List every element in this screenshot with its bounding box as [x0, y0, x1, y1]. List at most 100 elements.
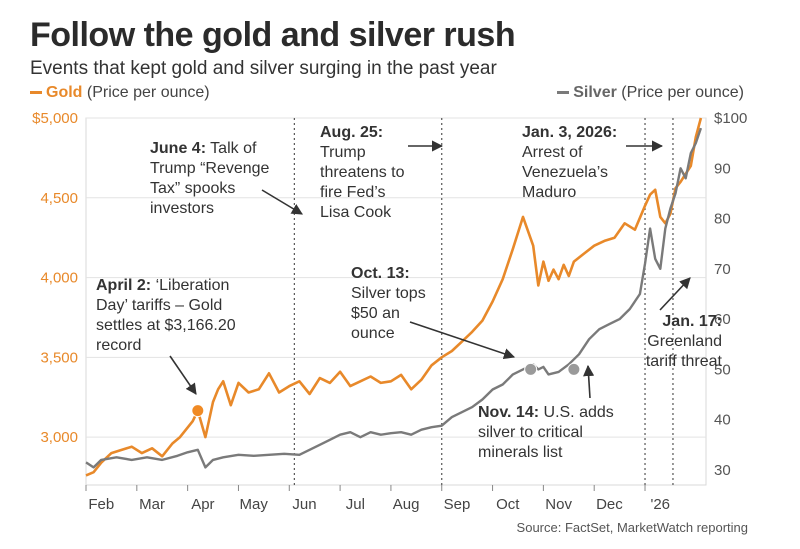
annotation-date: Aug. 25: [320, 124, 383, 141]
annotation-line: $50 an [351, 305, 400, 322]
y-left-tick-label: $5,000 [32, 110, 78, 127]
annotation-1: June 4: Talk of Trump “Revenge Tax” spooks… [150, 140, 270, 217]
annotation-line: settles at $3,166.20 [96, 317, 236, 334]
annotation-date: Jan. 3, 2026: [522, 124, 617, 141]
annotation-text: Tax” spooks [150, 180, 235, 197]
x-tick-label: Dec [596, 496, 623, 513]
annotation-line: Aug. 25: [320, 124, 383, 141]
y-right-tick-label: 60 [714, 311, 731, 328]
annotation-line: Maduro [522, 184, 576, 201]
legend-gold: Gold (Price per ounce) [30, 84, 210, 102]
annotation-3: Jan. 3, 2026: Arrest of Venezuela’s Maduro [522, 124, 617, 201]
series-line-silver [85, 127, 703, 469]
annotation-line: Arrest of [522, 144, 583, 161]
x-tick-label: Sep [444, 496, 471, 513]
annotation-line: Greenland [647, 333, 722, 350]
legend-silver-swatch [557, 91, 570, 95]
y-left-tick-label: 3,500 [40, 349, 78, 366]
annotation-line: Trump [320, 144, 366, 161]
annotation-date: Jan. 17: [662, 313, 722, 330]
annotation-text: U.S. adds [539, 404, 614, 421]
annotation-date: Oct. 13: [351, 265, 410, 282]
annotation-date: June 4: [150, 140, 206, 157]
annotation-text: Trump [320, 144, 366, 161]
marker-gold [191, 404, 205, 418]
annotation-text: settles at $3,166.20 [96, 317, 236, 334]
annotation-6: Jan. 17: Greenland tariff threat [646, 313, 723, 370]
annotation-4: April 2: ‘Liberation Day’ tariffs – Gold s… [96, 277, 236, 354]
annotation-line: threatens to [320, 164, 405, 181]
y-right-tick-label: 40 [714, 412, 731, 429]
annotation-line: silver to critical [478, 424, 583, 441]
series-line-gold [85, 117, 703, 477]
legend-gold-name: Gold [46, 84, 83, 101]
x-tick-label: Apr [191, 496, 214, 513]
y-left-tick-label: 4,500 [40, 190, 78, 207]
annotation-line: fire Fed’s [320, 184, 386, 201]
annotation-line: ounce [351, 325, 395, 342]
annotation-line: Nov. 14: U.S. adds [478, 404, 614, 421]
annotation-text: Venezuela’s [522, 164, 608, 181]
legend-silver: Silver (Price per ounce) [557, 84, 744, 102]
annotation-text: fire Fed’s [320, 184, 386, 201]
annotation-arrow [659, 277, 691, 311]
annotation-text: Lisa Cook [320, 204, 392, 221]
annotation-arrow [261, 189, 303, 215]
y-right-tick-label: 90 [714, 160, 731, 177]
annotation-text: Talk of [206, 140, 257, 157]
x-tick-label: Jun [292, 496, 316, 513]
annotation-text: threatens to [320, 164, 405, 181]
annotation-text: Day’ tariffs – Gold [96, 297, 222, 314]
x-tick-label: Oct [496, 496, 520, 513]
legend-gold-unit: (Price per ounce) [86, 84, 210, 101]
annotation-line: investors [150, 200, 214, 217]
legend-gold-swatch [30, 91, 42, 95]
annotation-line: Tax” spooks [150, 180, 235, 197]
annotation-text: Arrest of [522, 144, 583, 161]
annotation-line: minerals list [478, 444, 563, 461]
annotation-text: Maduro [522, 184, 576, 201]
marker-silver [567, 362, 581, 376]
y-right-tick-label: 30 [714, 462, 731, 479]
y-left-tick-label: 3,000 [40, 429, 78, 446]
annotation-line: Day’ tariffs – Gold [96, 297, 222, 314]
x-tick-label: Mar [139, 496, 165, 513]
annotation-date: April 2: [96, 277, 151, 294]
x-tick-label: Feb [88, 496, 114, 513]
chart-source: Source: FactSet, MarketWatch reporting [516, 520, 748, 535]
annotation-line: Jan. 3, 2026: [522, 124, 617, 141]
annotation-text: ‘Liberation [151, 277, 229, 294]
annotation-arrow [409, 321, 516, 360]
x-tick-label: '26 [650, 496, 670, 513]
marker-silver [524, 362, 538, 376]
y-right-tick-label: 80 [714, 211, 731, 228]
annotation-line: Silver tops [351, 285, 426, 302]
annotation-text: record [96, 337, 141, 354]
annotation-line: Lisa Cook [320, 204, 392, 221]
annotation-text: Silver tops [351, 285, 426, 302]
annotation-text: investors [150, 200, 214, 217]
annotation-line: April 2: ‘Liberation [96, 277, 229, 294]
chart-title: Follow the gold and silver rush [30, 16, 516, 54]
annotation-arrow [583, 364, 595, 399]
annotation-text: silver to critical [478, 424, 583, 441]
annotation-text: $50 an [351, 305, 400, 322]
annotation-date: Nov. 14: [478, 404, 539, 421]
annotation-line: June 4: Talk of [150, 140, 257, 157]
legend-silver-unit: (Price per ounce) [621, 84, 744, 101]
y-right-tick-label: 70 [714, 261, 731, 278]
x-tick-label: May [240, 496, 269, 513]
annotation-line: Venezuela’s [522, 164, 608, 181]
annotation-7: Nov. 14: U.S. adds silver to critical mine… [478, 404, 614, 461]
annotation-text: minerals list [478, 444, 563, 461]
x-tick-label: Jul [346, 496, 365, 513]
annotation-line: Oct. 13: [351, 265, 410, 282]
annotation-text: Trump “Revenge [150, 160, 270, 177]
annotation-line: tariff threat [646, 353, 723, 370]
annotation-line: record [96, 337, 141, 354]
annotation-text: ounce [351, 325, 395, 342]
annotation-5: Oct. 13: Silver tops $50 an ounce [351, 265, 426, 342]
annotation-arrow [169, 355, 197, 395]
annotation-text: Greenland [647, 333, 722, 350]
